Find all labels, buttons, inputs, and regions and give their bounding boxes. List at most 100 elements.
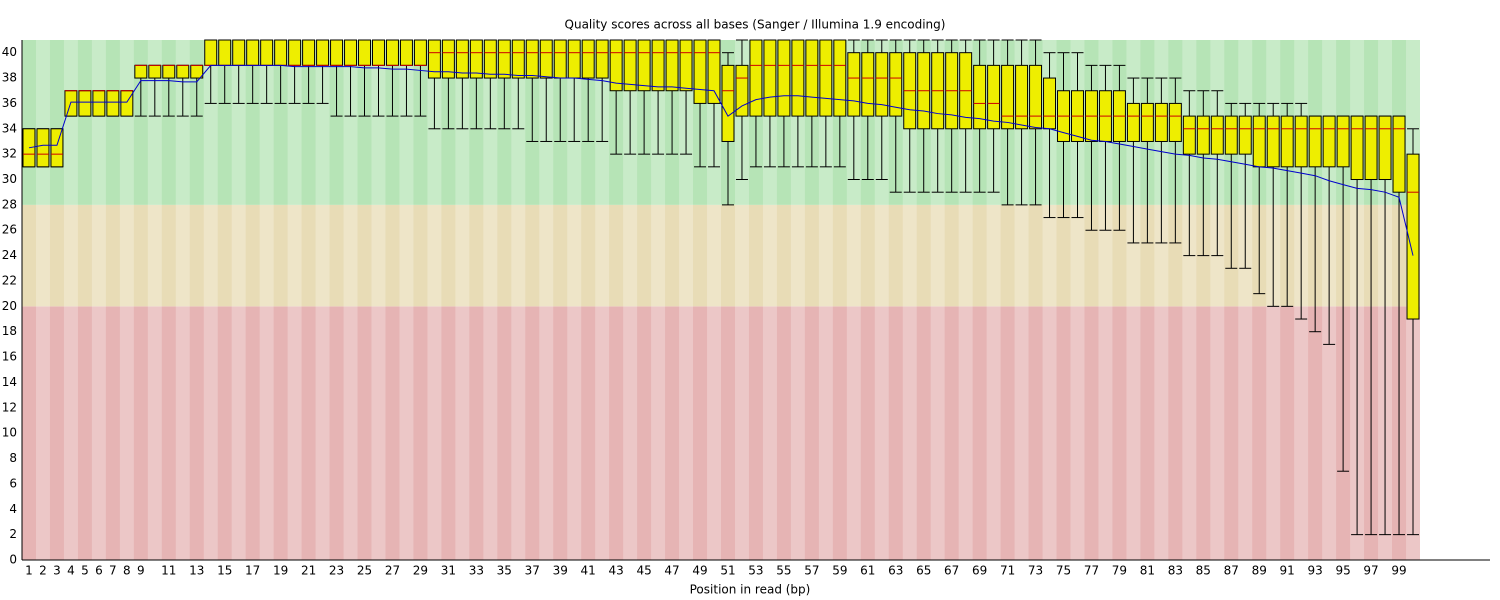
box <box>497 39 511 79</box>
x-tick-label: 15 <box>217 564 232 578</box>
y-tick-label: 2 <box>9 527 17 541</box>
box <box>1322 115 1336 168</box>
stripe <box>930 40 945 560</box>
box <box>36 128 50 168</box>
x-tick-label: 49 <box>692 564 707 578</box>
box <box>595 39 609 79</box>
x-tick-label: 87 <box>1224 564 1239 578</box>
x-tick-label: 99 <box>1391 564 1406 578</box>
stripe <box>35 40 50 560</box>
stripe <box>1042 40 1057 560</box>
stripe <box>483 40 498 560</box>
box <box>539 39 553 79</box>
stripe <box>343 40 358 560</box>
x-tick-label: 8 <box>123 564 131 578</box>
stripe <box>1126 40 1141 560</box>
stripe <box>371 40 386 560</box>
stripe <box>539 40 554 560</box>
box <box>1252 115 1266 168</box>
stripe <box>259 40 274 560</box>
x-tick-label: 25 <box>357 564 372 578</box>
x-tick-label: 41 <box>581 564 596 578</box>
y-tick-label: 0 <box>9 553 17 567</box>
x-tick-label: 71 <box>1000 564 1015 578</box>
box <box>1182 115 1196 155</box>
box <box>847 52 861 117</box>
box <box>260 39 274 66</box>
x-tick-label: 9 <box>137 564 145 578</box>
x-tick-label: 11 <box>161 564 176 578</box>
x-tick-label: 5 <box>81 564 89 578</box>
stripe <box>1014 40 1029 560</box>
box <box>973 64 987 130</box>
box <box>525 39 539 79</box>
box <box>1154 102 1168 142</box>
y-tick-label: 14 <box>2 375 17 389</box>
x-tick-label: 17 <box>245 564 260 578</box>
box <box>344 39 358 66</box>
y-tick-label: 18 <box>2 324 17 338</box>
box <box>693 39 707 104</box>
box <box>1336 115 1350 168</box>
x-tick-label: 95 <box>1335 564 1350 578</box>
stripe <box>91 40 106 560</box>
box <box>1224 115 1238 155</box>
stripe <box>315 40 330 560</box>
y-tick-label: 6 <box>9 476 17 490</box>
box <box>1406 153 1420 320</box>
y-tick-label: 38 <box>2 71 17 85</box>
box <box>92 90 106 117</box>
box <box>1308 115 1322 168</box>
x-tick-label: 55 <box>776 564 791 578</box>
stripe <box>1182 40 1197 560</box>
y-tick-label: 32 <box>2 147 17 161</box>
x-tick-label: 97 <box>1363 564 1378 578</box>
box <box>889 52 903 117</box>
y-tick-label: 36 <box>2 96 17 110</box>
box <box>106 90 120 117</box>
box <box>707 39 721 104</box>
box <box>1196 115 1210 155</box>
stripe <box>902 40 917 560</box>
box <box>274 39 288 66</box>
x-tick-label: 21 <box>301 564 316 578</box>
box <box>1140 102 1154 142</box>
box <box>679 39 693 92</box>
stripe <box>958 40 973 560</box>
x-tick-label: 75 <box>1056 564 1071 578</box>
x-tick-label: 73 <box>1028 564 1043 578</box>
x-tick-label: 69 <box>972 564 987 578</box>
box <box>78 90 92 117</box>
box <box>665 39 679 92</box>
box <box>232 39 246 66</box>
x-tick-label: 35 <box>497 564 512 578</box>
box <box>721 64 735 142</box>
box <box>1294 115 1308 168</box>
box <box>609 39 623 92</box>
stripe <box>427 40 442 560</box>
y-tick-label: 28 <box>2 197 17 211</box>
y-tick-label: 24 <box>2 248 17 262</box>
stripe <box>986 40 1001 560</box>
stripe <box>846 40 861 560</box>
x-tick-label: 27 <box>385 564 400 578</box>
stripe <box>818 40 833 560</box>
y-tick-label: 40 <box>2 45 17 59</box>
y-tick-label: 22 <box>2 273 17 287</box>
stripe <box>63 40 78 560</box>
x-tick-label: 1 <box>25 564 33 578</box>
y-tick-label: 10 <box>2 426 17 440</box>
x-tick-label: 3 <box>53 564 61 578</box>
y-tick-label: 8 <box>9 451 17 465</box>
x-tick-label: 77 <box>1084 564 1099 578</box>
x-tick-label: 83 <box>1168 564 1183 578</box>
stripe <box>1070 40 1085 560</box>
y-tick-label: 26 <box>2 223 17 237</box>
stripe <box>651 40 666 560</box>
x-tick-label: 33 <box>469 564 484 578</box>
box <box>372 39 385 66</box>
x-tick-label: 39 <box>553 564 568 578</box>
stripe <box>455 40 470 560</box>
x-tick-label: 59 <box>832 564 847 578</box>
box <box>246 39 260 66</box>
